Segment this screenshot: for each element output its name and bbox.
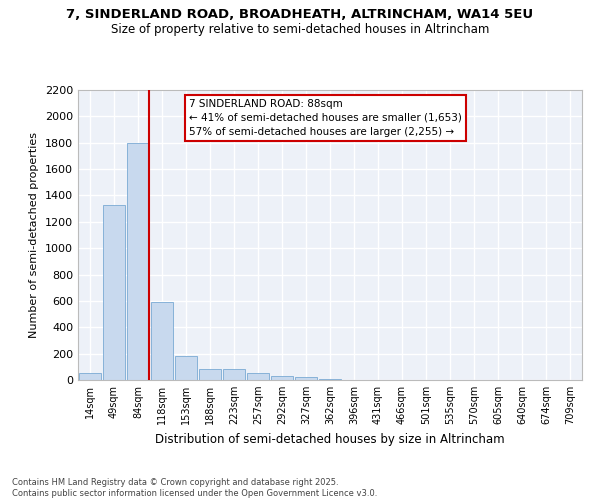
Text: 7, SINDERLAND ROAD, BROADHEATH, ALTRINCHAM, WA14 5EU: 7, SINDERLAND ROAD, BROADHEATH, ALTRINCH… bbox=[67, 8, 533, 20]
Text: Contains HM Land Registry data © Crown copyright and database right 2025.
Contai: Contains HM Land Registry data © Crown c… bbox=[12, 478, 377, 498]
Bar bbox=[247, 374, 269, 380]
Bar bbox=[151, 302, 173, 380]
Text: Size of property relative to semi-detached houses in Altrincham: Size of property relative to semi-detach… bbox=[111, 22, 489, 36]
Text: 7 SINDERLAND ROAD: 88sqm
← 41% of semi-detached houses are smaller (1,653)
57% o: 7 SINDERLAND ROAD: 88sqm ← 41% of semi-d… bbox=[189, 98, 462, 136]
Bar bbox=[295, 378, 317, 380]
Bar bbox=[127, 142, 149, 380]
Bar bbox=[103, 204, 125, 380]
Bar bbox=[271, 376, 293, 380]
Bar bbox=[79, 374, 101, 380]
Y-axis label: Number of semi-detached properties: Number of semi-detached properties bbox=[29, 132, 40, 338]
Bar bbox=[175, 356, 197, 380]
Bar bbox=[199, 370, 221, 380]
X-axis label: Distribution of semi-detached houses by size in Altrincham: Distribution of semi-detached houses by … bbox=[155, 432, 505, 446]
Bar bbox=[223, 370, 245, 380]
